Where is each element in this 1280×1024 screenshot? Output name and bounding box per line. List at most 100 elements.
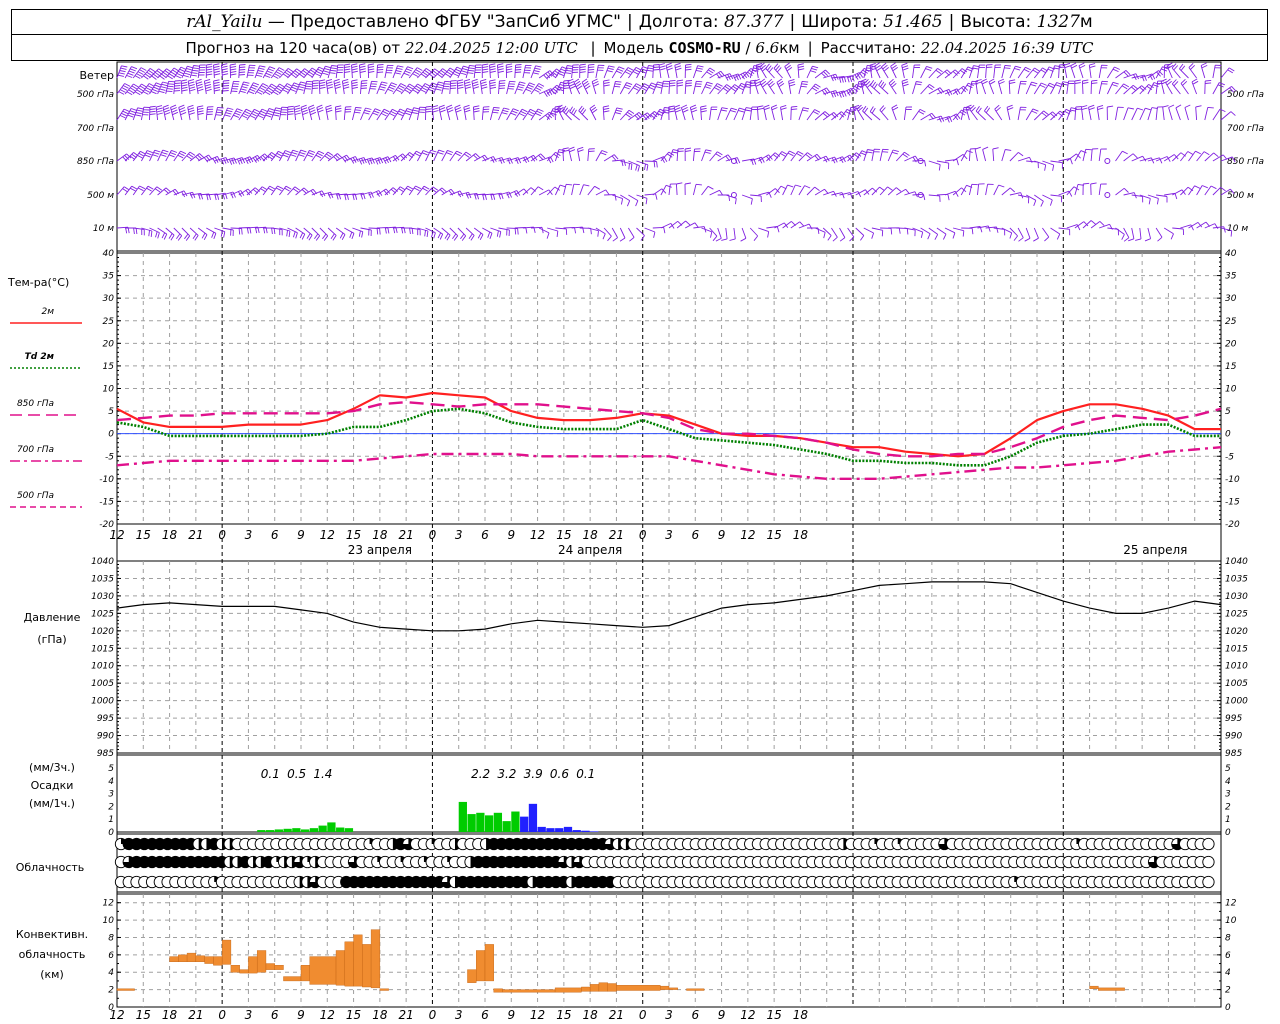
wind-barb-icon [1050,110,1065,121]
temp-legend-label: Td 2м [25,352,55,362]
wind-barb-icon [271,227,283,236]
wind-barb-icon [187,104,195,121]
convective-cloud-bar [256,950,267,973]
wind-barb-icon [1131,107,1144,121]
wind-barb-icon [1155,227,1163,242]
wind-barb-icon [1188,222,1203,229]
wind-barb-icon [1006,104,1014,121]
wind-barb-icon [270,185,284,196]
wind-barb-icon [230,227,243,235]
wind-barb-icon [644,65,655,79]
conv-ytick-left: 10 [103,916,115,926]
hour-tick-label-bottom: 21 [188,1008,203,1022]
wind-barb-icon [230,80,240,95]
wind-barb-icon [124,66,138,79]
wind-barb-icon [790,221,805,229]
wind-barb-icon [1220,156,1236,163]
wind-barb-icon [1088,104,1095,121]
wind-barb-icon [530,226,544,234]
wind-barb-icon [888,78,897,95]
wind-barb-icon [506,190,521,197]
wind-barb-icon [755,62,763,79]
wind-barb-icon [1001,227,1013,239]
wind-barb-icon [1212,154,1228,162]
wind-barb-icon [384,64,394,79]
wind-barb-icon [456,79,464,95]
wind-barb-icon [798,223,813,230]
wind-barb-icon [481,63,489,79]
wind-barb-icon [270,83,285,96]
wind-barb-icon [961,227,974,235]
precip-ytick-left: 1 [108,815,114,825]
wind-barb-icon [1195,105,1202,121]
wind-barb-icon [205,63,213,78]
wind-barb-icon [1074,221,1089,229]
wind-barb-icon [490,227,502,238]
wind-barb-icon [652,64,660,79]
wind-barb-icon [577,146,584,162]
wind-barb-icon [311,66,325,79]
wind-barb-icon [733,107,746,121]
wind-barb-icon [1050,160,1063,169]
wind-barb-icon [457,151,472,162]
wind-barb-icon [319,191,334,199]
hour-tick-label-bottom: 15 [346,1008,361,1022]
wind-barb-icon [773,63,783,79]
wind-barb-icon [1090,79,1098,95]
wind-barb-icon [693,226,707,233]
wind-barb-icon [489,106,500,121]
provider-text: Предоставлено ФГБУ "ЗапСиб УГМС" [290,12,621,32]
wind-barb-icon [676,220,691,229]
rain-bar [336,827,345,832]
wind-barb-icon [595,64,605,79]
temp-ytick-right: 15 [1225,362,1237,372]
rain-bar [292,828,301,832]
wind-barb-icon [709,151,723,162]
wind-barb-icon [303,149,316,162]
temp-ytick-right: 35 [1225,272,1237,282]
wind-barb-icon [847,72,864,80]
wind-barb-icon [1058,81,1069,95]
wind-barb-icon [1212,186,1226,196]
pressure-title: Давление [24,611,81,624]
wind-barb-icon [725,194,737,205]
wind-barb-icon [408,67,423,79]
convective-cloud-bar [213,956,223,966]
wind-barb-icon [912,108,926,121]
precip-ytick-right: 2 [1225,802,1231,812]
wind-barb-icon [132,67,147,79]
wind-barb-icon [514,188,529,196]
wind-barb-icon [295,187,309,196]
wind-barb-icon [765,63,775,79]
wind-barb-icon [1204,152,1219,162]
wind-barb-icon [433,68,448,79]
wind-barb-icon [1001,64,1011,79]
wind-barb-icon [1080,105,1088,121]
wind-barb-icon [788,78,796,95]
wind-barb-icon [1220,227,1233,237]
wind-barb-icon [254,83,269,95]
wind-barb-icon [222,157,237,165]
day-label: 23 апреля [348,543,412,557]
wind-barb-icon [408,150,422,162]
wind-barb-icon [595,150,608,162]
wind-barb-icon [1115,187,1129,196]
temp-ytick-left: -5 [105,452,114,462]
hour-tick-label: 0 [639,528,647,542]
wind-barb-icon [157,81,169,95]
wind-barb-icon [214,227,226,238]
wind-barb-icon [591,78,600,95]
wind-barb-icon [1163,227,1174,240]
temp-ytick-right: -15 [1225,497,1240,507]
wind-barb-icon [293,105,301,121]
wind-barb-icon [1098,80,1108,95]
wind-barb-icon [750,156,765,164]
wind-barb-icon [579,63,586,79]
pressure-ytick-left: 990 [97,732,114,742]
wind-barb-icon [660,184,672,196]
wind-barb-icon [1066,80,1075,95]
wind-barb-icon [928,160,941,171]
wind-barb-icon [124,83,139,96]
wind-barb-icon [701,185,714,196]
convective-cloud-bar [686,988,705,991]
